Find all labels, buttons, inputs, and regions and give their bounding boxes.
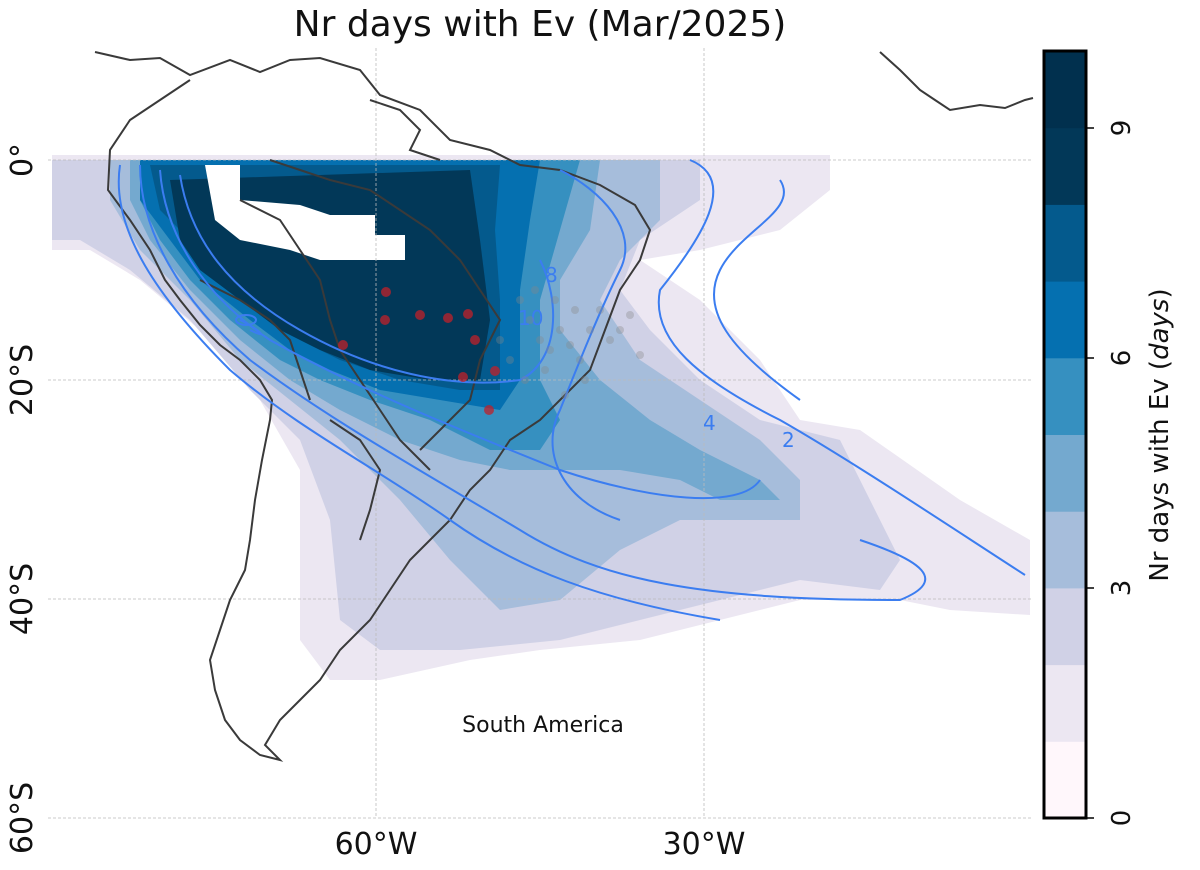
station-red: [470, 335, 480, 345]
lat-label-40s: 40°S: [5, 563, 40, 635]
colorbar-border: [1042, 49, 1088, 820]
station-gray: [541, 366, 549, 374]
border-2: [239, 199, 431, 471]
station-gray: [586, 326, 594, 334]
station-gray: [551, 296, 559, 304]
station-red: [381, 287, 391, 297]
border-3: [199, 279, 311, 401]
station-red: [415, 310, 425, 320]
station-gray: [581, 376, 589, 384]
lat-label-20s: 20°S: [5, 344, 40, 416]
stations-red: [338, 287, 500, 415]
station-gray: [496, 336, 504, 344]
contour-label-8: 8: [545, 263, 558, 287]
station-gray: [516, 296, 524, 304]
station-gray: [526, 316, 534, 324]
station-red: [458, 372, 468, 382]
station-gray: [506, 356, 514, 364]
station-gray: [606, 336, 614, 344]
station-gray: [636, 351, 644, 359]
station-gray: [521, 376, 529, 384]
colorbar: [1044, 51, 1086, 819]
contour-label-4: 4: [703, 411, 716, 435]
contour-5: [657, 159, 1026, 576]
colorbar-swatch: [1044, 434, 1086, 512]
contours: [117, 159, 1026, 621]
colorbar-swatch: [1044, 357, 1086, 435]
colorbar-ticks: 0 3 6 9: [1086, 120, 1137, 827]
colorbar-tick-label-0: 0: [1107, 810, 1137, 827]
station-gray: [546, 346, 554, 354]
colorbar-label: Nr days with Ev (days): [1145, 288, 1175, 581]
lat-label-60s: 60°S: [5, 782, 40, 854]
colorbar-tick-label-6: 6: [1107, 350, 1137, 367]
station-red: [338, 340, 348, 350]
contour-label-2: 2: [782, 428, 795, 452]
colorbar-swatch: [1044, 587, 1086, 666]
contour-2: [139, 164, 927, 602]
border-5: [329, 419, 382, 541]
colorbar-swatch: [1044, 127, 1086, 205]
station-gray: [626, 311, 634, 319]
colorbar-label-close: ): [1145, 288, 1175, 298]
station-gray: [566, 341, 574, 349]
station-gray: [531, 286, 539, 294]
contour-label-group: 2 4 8 10: [518, 263, 795, 452]
contour-1: [117, 164, 721, 621]
africa-coast: [879, 51, 1034, 112]
station-gray: [616, 326, 624, 334]
border-4: [369, 99, 441, 161]
region-label: South America: [462, 713, 624, 738]
colorbar-swatch: [1044, 281, 1086, 359]
ev-field: [52, 155, 1030, 680]
colorbar-swatch: [1044, 51, 1086, 129]
south-america-coast: [94, 51, 652, 762]
contour-8: [239, 319, 262, 336]
colorbar-label-main: Nr days with Ev (: [1145, 360, 1175, 582]
lon-label-60w: 60°W: [335, 827, 418, 862]
colorbar-tick-label-9: 9: [1107, 120, 1137, 137]
station-red: [380, 315, 390, 325]
contour-3: [159, 169, 761, 500]
station-gray: [536, 336, 544, 344]
station-gray: [561, 391, 569, 399]
colorbar-tick-label-3: 3: [1107, 580, 1137, 597]
field-gap: [205, 165, 405, 260]
lat-label-0: 0°: [5, 143, 40, 177]
station-gray: [596, 306, 604, 314]
colorbar-swatch: [1044, 741, 1086, 819]
station-gray: [556, 326, 564, 334]
station-red: [490, 366, 500, 376]
contour-6: [712, 179, 801, 401]
station-red: [443, 313, 453, 323]
lon-axis: 60°W 30°W: [335, 827, 746, 862]
stations-gray: [496, 286, 644, 399]
map-title: Nr days with Ev (Mar/2025): [293, 4, 787, 45]
contour-7: [551, 169, 627, 521]
colorbar-swatch: [1044, 511, 1086, 589]
contour-small: [235, 314, 257, 326]
lat-axis: 0° 20°S 40°S 60°S: [5, 143, 40, 854]
colorbar-swatch: [1044, 204, 1086, 282]
contour-label-10: 10: [518, 306, 543, 330]
colorbar-label-unit: days: [1145, 299, 1175, 360]
station-gray: [576, 356, 584, 364]
contour-4: [179, 174, 555, 384]
lon-label-30w: 30°W: [663, 827, 746, 862]
border-1: [269, 159, 502, 451]
station-gray: [571, 306, 579, 314]
coastlines: [94, 51, 1034, 762]
station-red: [484, 405, 494, 415]
station-red: [463, 309, 473, 319]
colorbar-swatch: [1044, 664, 1086, 742]
